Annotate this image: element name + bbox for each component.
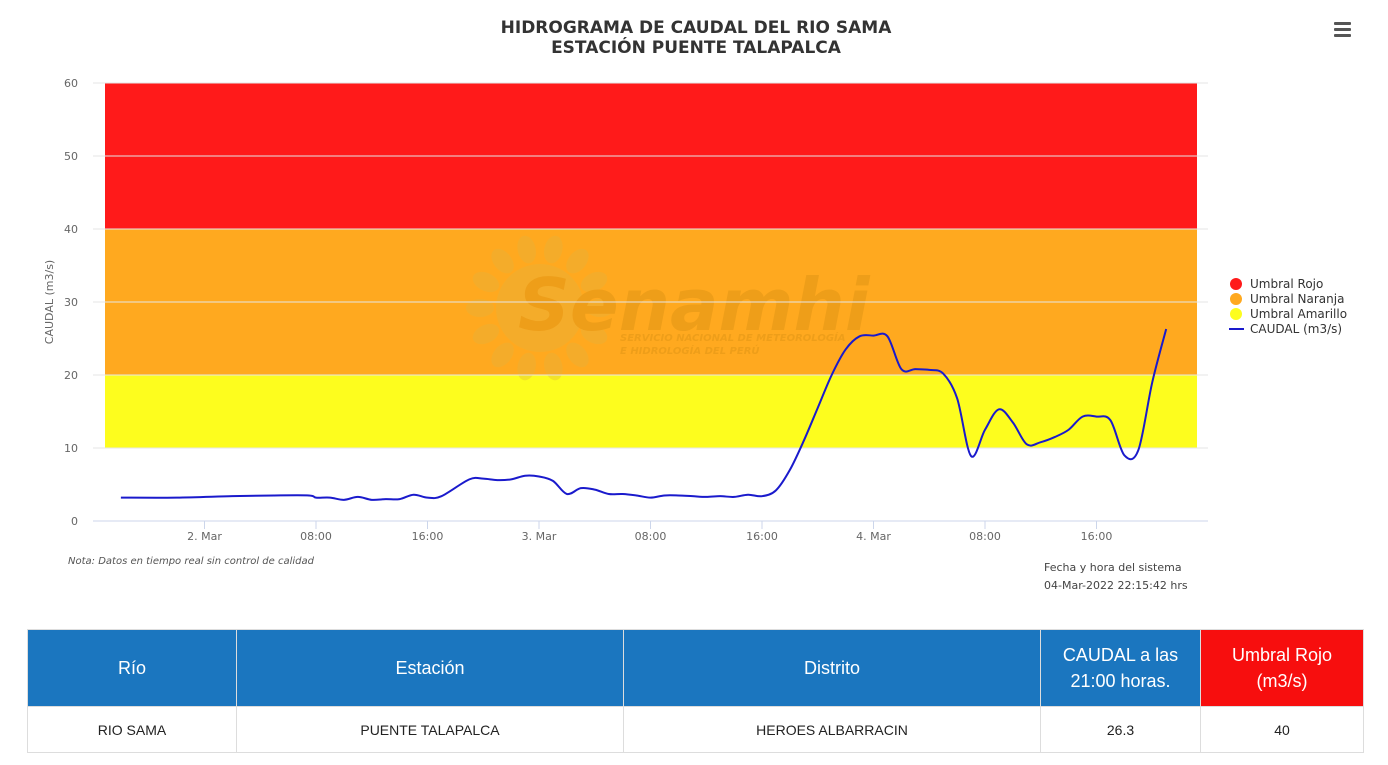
sun-ray: [491, 248, 514, 274]
band-umbral-amarillo: [105, 375, 1197, 448]
x-tick-label: 08:00: [969, 530, 1001, 543]
y-tick-label: 60: [64, 77, 78, 90]
station-table: Río Estación Distrito CAUDAL a las 21:00…: [27, 629, 1364, 753]
y-tick-label: 40: [64, 223, 78, 236]
x-tick-label: 16:00: [412, 530, 444, 543]
header-umbral-rojo: Umbral Rojo (m3/s): [1200, 629, 1364, 707]
sun-ray: [586, 299, 614, 317]
legend-marker: [1230, 278, 1242, 290]
y-tick-label: 30: [64, 296, 78, 309]
legend-item: Umbral Rojo: [1250, 277, 1323, 291]
watermark-line2: E HIDROLOGÍA DEL PERÚ: [620, 344, 760, 357]
sun-ray: [580, 271, 608, 293]
sun-ray: [517, 352, 536, 381]
series-layer: [120, 328, 1168, 501]
y-tick-label: 0: [71, 515, 78, 528]
senamhi-watermark: Senamhi SERVICIO NACIONAL DE METEOROLOGÍ…: [466, 235, 871, 381]
header-rio: Río: [27, 629, 237, 707]
legend-item: Umbral Amarillo: [1250, 307, 1347, 321]
table-row: RIO SAMA PUENTE TALAPALCA HEROES ALBARRA…: [27, 706, 1364, 753]
y-tick-label: 20: [64, 369, 78, 382]
chart-title-line1: HIDROGRAMA DE CAUDAL DEL RIO SAMA: [501, 18, 893, 38]
watermark-line1: SERVICIO NACIONAL DE METEOROLOGÍA: [620, 331, 846, 344]
chart-title-line2: ESTACIÓN PUENTE TALAPALCA: [551, 36, 842, 58]
sun-ray: [566, 248, 589, 274]
x-tick-label: 08:00: [300, 530, 332, 543]
cell-rio: RIO SAMA: [27, 706, 237, 753]
legend-item: Umbral Naranja: [1250, 292, 1344, 306]
cell-distrito: HEROES ALBARRACIN: [623, 706, 1041, 753]
y-axis-label: CAUDAL (m3/s): [43, 260, 56, 344]
sun-ray: [544, 352, 563, 381]
legend-item: CAUDAL (m3/s): [1250, 322, 1342, 336]
hamburger-menu-icon[interactable]: [1332, 22, 1354, 40]
x-tick-label: 3. Mar: [522, 530, 557, 543]
quality-note: Nota: Datos en tiempo real sin control d…: [68, 556, 315, 567]
y-tick-label: 10: [64, 442, 78, 455]
system-time-label: Fecha y hora del sistema: [1044, 561, 1182, 574]
sun-ray: [544, 235, 563, 264]
header-distrito: Distrito: [623, 629, 1041, 707]
system-time-value: 04-Mar-2022 22:15:42 hrs: [1044, 579, 1188, 592]
sun-ray: [472, 271, 500, 293]
sun-ray: [491, 342, 514, 368]
hydrograph-chart: Senamhi SERVICIO NACIONAL DE METEOROLOGÍ…: [43, 18, 1347, 592]
x-tick-label: 4. Mar: [856, 530, 891, 543]
x-tick-label: 08:00: [635, 530, 667, 543]
legend-marker: [1230, 308, 1242, 320]
y-gridlines: [93, 82, 1208, 449]
sun-ray: [580, 323, 608, 345]
sun-ray: [472, 323, 500, 345]
sun-ray: [466, 299, 494, 317]
x-tick-label: 16:00: [746, 530, 778, 543]
sun-ray: [517, 235, 536, 264]
sun-logo-icon: [466, 235, 614, 381]
y-tick-label: 50: [64, 150, 78, 163]
watermark-brand: Senamhi: [518, 263, 871, 347]
sun-ray: [566, 342, 589, 368]
header-estacion: Estación: [236, 629, 624, 707]
y-tick-labels: 0 10 20 30 40 50 60: [64, 77, 78, 528]
series-line-caudal: [120, 328, 1168, 501]
table-header-row: Río Estación Distrito CAUDAL a las 21:00…: [27, 629, 1364, 707]
x-tick-label: 2. Mar: [187, 530, 222, 543]
cell-umbral-rojo: 40: [1200, 706, 1364, 753]
x-tick-label: 16:00: [1081, 530, 1113, 543]
cell-caudal: 26.3: [1040, 706, 1201, 753]
x-tick-labels: 2. Mar 08:00 16:00 3. Mar 08:00 16:00 4. Mar 08…: [187, 521, 1112, 543]
cell-estacion: PUENTE TALAPALCA: [236, 706, 624, 753]
legend-marker: [1230, 293, 1242, 305]
header-caudal: CAUDAL a las 21:00 horas.: [1040, 629, 1201, 707]
